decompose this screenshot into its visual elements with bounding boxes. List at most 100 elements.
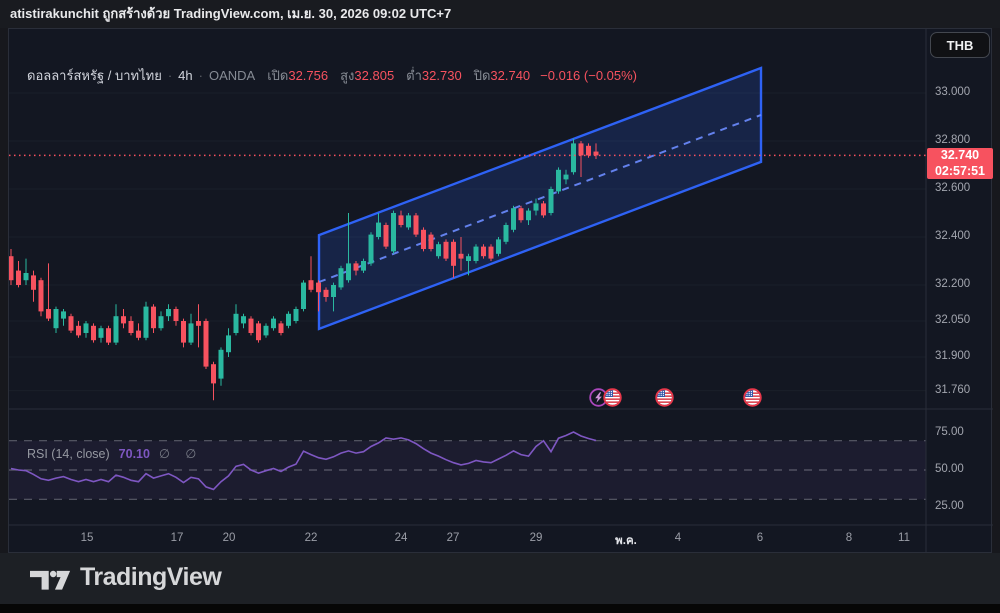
candle-body [458, 253, 464, 259]
candle-body [241, 316, 246, 324]
channel-midline [318, 114, 762, 283]
candle-body [443, 241, 449, 259]
candle-body [398, 215, 404, 225]
rsi-tick-label: 50.00 [935, 463, 964, 475]
tradingview-wordmark: TradingView [80, 563, 222, 591]
candle-body [473, 246, 479, 261]
candle-body [436, 244, 441, 257]
candle-body [211, 364, 216, 384]
candle-body [188, 323, 194, 343]
candle-body [98, 328, 104, 338]
candle-body [406, 215, 411, 228]
tradingview-logo-link[interactable]: TradingView [30, 563, 222, 592]
candle-body [271, 318, 276, 329]
close-value: 32.740 [490, 68, 531, 83]
candle-body [593, 151, 599, 156]
price-tick-label: 32.200 [935, 278, 971, 290]
candle-body [451, 241, 456, 266]
rsi-tick-label: 75.00 [935, 426, 964, 439]
time-tick-label: 27 [446, 532, 460, 544]
rsi-band [9, 440, 926, 500]
current-price-value: 32.740 [940, 148, 980, 162]
interval-label: 4h [178, 68, 193, 83]
time-tick-label: 22 [304, 532, 318, 544]
candle-countdown: 02:57:51 [934, 163, 986, 178]
candle-body [158, 316, 164, 329]
time-tick-label: 4 [674, 532, 682, 544]
candle-body [301, 282, 306, 309]
candle-body [68, 316, 74, 331]
candle-body [136, 330, 141, 338]
candle-body [586, 145, 591, 156]
symbol-legend[interactable]: ดอลลาร์สหรัฐ / บาทไทย · 4h · OANDA เปิด32.756… [27, 65, 637, 86]
footer-bar: TradingView [0, 553, 1000, 604]
rsi-title: RSI (14, close) [27, 447, 110, 461]
chart-canvas[interactable] [9, 29, 993, 554]
price-tick-label: 32.800 [935, 134, 971, 146]
rsi-zero-values: ∅ ∅ [158, 447, 203, 461]
economic-event-marker[interactable] [602, 387, 622, 407]
time-tick-label: พ.ค. [615, 535, 637, 547]
close-label: ปิด [473, 68, 491, 83]
current-price-tag: 32.740 02:57:51 [927, 148, 993, 179]
low-value: 32.730 [421, 68, 462, 83]
candle-body [61, 311, 66, 319]
price-tick-label: 32.050 [935, 314, 971, 326]
candle-body [548, 189, 554, 213]
attribution-bar: atistirakunchit ถูกสร้างด้วย TradingView… [0, 0, 1000, 28]
time-tick-label: 20 [222, 532, 236, 544]
candle-body [526, 210, 531, 221]
candle-body [76, 325, 81, 336]
candle-body [421, 229, 426, 249]
candle-body [181, 321, 186, 343]
change-value: −0.016 (−0.05%) [540, 68, 638, 83]
candle-body [383, 225, 389, 247]
candle-body [503, 225, 509, 242]
candle-body [128, 321, 134, 333]
candle-body [308, 280, 314, 290]
time-tick-label: 17 [170, 532, 184, 544]
candle-body [16, 270, 21, 285]
candle-body [226, 335, 231, 353]
time-tick-label: 15 [80, 532, 94, 544]
candle-body [151, 306, 156, 329]
candle-body [518, 208, 524, 221]
high-value: 32.805 [354, 68, 395, 83]
legend-separator: · [167, 68, 173, 83]
economic-event-marker[interactable] [654, 387, 674, 407]
candle-body [413, 215, 419, 235]
candle-body [233, 313, 239, 333]
lightning-icon [588, 387, 608, 407]
candle-body [368, 234, 374, 264]
idea-event-marker[interactable] [588, 387, 608, 407]
price-tick-label: 32.400 [935, 230, 971, 242]
candle-body [83, 323, 89, 333]
candle-body [466, 256, 471, 261]
candle-body [571, 143, 576, 173]
candle-body [113, 316, 119, 343]
us-flag-icon [654, 387, 674, 407]
candle-body [23, 273, 29, 281]
candle-body [248, 318, 254, 333]
time-tick-label: 24 [394, 532, 408, 544]
price-tick-label: 31.900 [935, 350, 971, 362]
currency-toggle-button[interactable]: THB [930, 32, 990, 58]
chart-widget[interactable]: ดอลลาร์สหรัฐ / บาทไทย · 4h · OANDA เปิด32.756… [8, 28, 993, 554]
price-tick-label: 31.760 [935, 383, 971, 396]
legend-separator: · [198, 68, 203, 83]
candle-body [106, 328, 111, 343]
candle-body [9, 256, 14, 281]
rsi-legend[interactable]: RSI (14, close) 70.10 ∅ ∅ [27, 446, 202, 461]
candle-body [218, 349, 224, 379]
candle-body [173, 309, 179, 321]
candle-body [353, 263, 359, 271]
exchange-label: OANDA [208, 68, 256, 83]
price-tick-label: 32.600 [935, 182, 971, 194]
rsi-line [10, 431, 597, 491]
economic-event-marker[interactable] [742, 387, 762, 407]
attribution-text: atistirakunchit ถูกสร้างด้วย TradingView… [10, 6, 452, 21]
candle-body [196, 321, 201, 326]
open-label: เปิด [267, 68, 289, 83]
candle-body [53, 309, 59, 329]
